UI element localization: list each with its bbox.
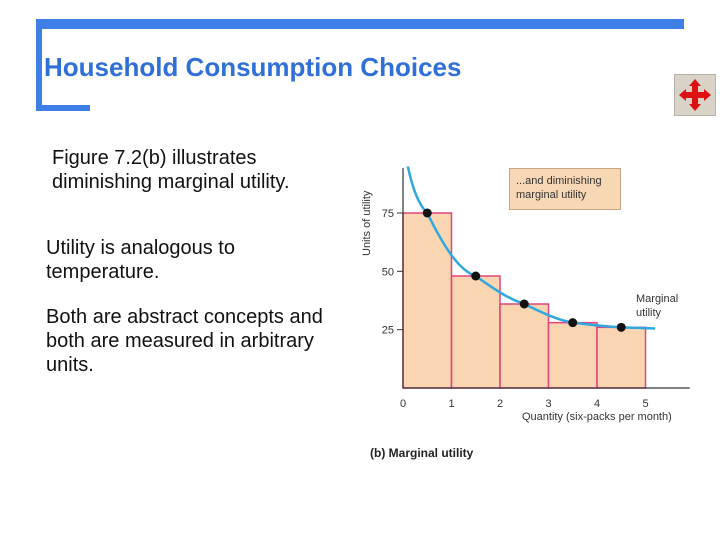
- data-point-2: [471, 271, 481, 281]
- bar-2: [450, 275, 501, 389]
- data-point-4: [568, 318, 578, 328]
- paragraph-analogy: Utility is analogous to temperature.: [46, 237, 235, 283]
- paragraph-figure-intro: Figure 7.2(b) illustrates diminishing ma…: [52, 147, 290, 193]
- data-point-1: [422, 208, 432, 218]
- y-tick-label-75: 75: [382, 208, 394, 220]
- bar-3: [499, 303, 550, 389]
- x-tick-label-2: 2: [497, 398, 503, 410]
- callout-diminishing-mu: ...and diminishing marginal utility: [509, 168, 621, 210]
- panel-label: (b) Marginal utility: [370, 446, 474, 460]
- title-frame-top-bar: [36, 19, 684, 29]
- data-point-5: [616, 322, 626, 332]
- x-axis-label: Quantity (six-packs per month): [522, 411, 672, 423]
- paragraph-abstract-concepts: Both are abstract concepts and both are …: [46, 306, 323, 376]
- slide-title: Household Consumption Choices: [44, 52, 462, 82]
- move-arrows-button[interactable]: [674, 74, 716, 116]
- bar-1: [402, 212, 453, 389]
- marginal-utility-chart: 25 50 75 0 1 2 3 4 5: [382, 166, 690, 410]
- marginal-utility-curve-label: Marginal utility: [636, 293, 679, 319]
- x-tick-label-4: 4: [594, 398, 600, 410]
- bar-5: [596, 326, 647, 389]
- x-tick-label-1: 1: [448, 398, 454, 410]
- move-arrows-icon: [679, 79, 711, 111]
- y-axis-label: Units of utility: [361, 190, 373, 256]
- bar-4: [547, 321, 598, 389]
- x-tick-label-5: 5: [642, 398, 648, 410]
- x-tick-label-3: 3: [545, 398, 551, 410]
- y-tick-label-50: 50: [382, 266, 394, 278]
- x-tick-label-0: 0: [400, 398, 406, 410]
- title-frame-bottom-bar: [36, 105, 90, 111]
- data-point-3: [519, 299, 529, 309]
- y-tick-label-25: 25: [382, 325, 394, 337]
- title-frame-left-bar: [36, 19, 42, 111]
